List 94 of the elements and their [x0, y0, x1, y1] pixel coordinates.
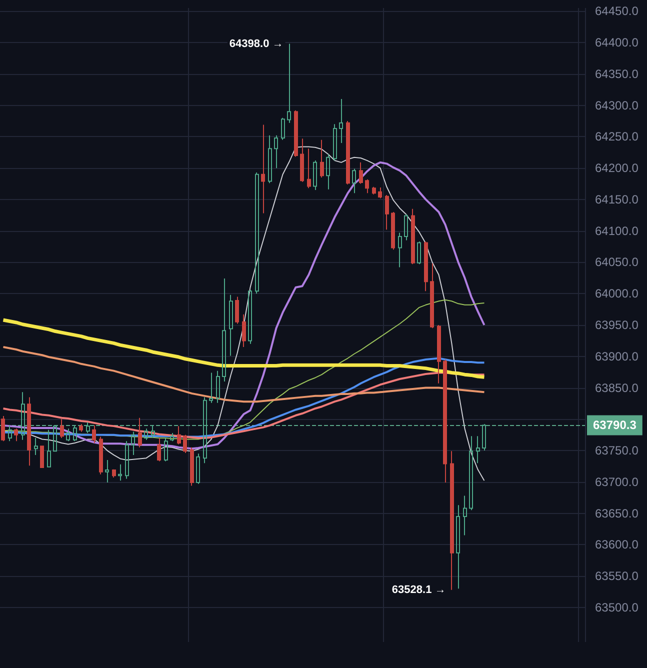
y-tick-label: 64150.0 [595, 192, 639, 206]
line-series [2, 346, 486, 403]
candlestick [378, 187, 382, 199]
candlestick [424, 241, 428, 292]
candlestick [339, 98, 343, 144]
y-tick-label: 64400.0 [595, 36, 639, 50]
candlestick [443, 359, 447, 484]
candlestick [398, 232, 402, 268]
candlestick [40, 446, 44, 468]
candlestick [8, 424, 12, 442]
candlestick [326, 154, 330, 190]
candlestick [112, 468, 116, 478]
y-tick-label: 63650.0 [595, 506, 639, 520]
candlestick [417, 241, 421, 265]
annotation: 64398.0 → [229, 38, 284, 50]
candlestick [365, 178, 369, 194]
y-tick-label: 63900.0 [595, 349, 639, 364]
line-series [2, 372, 486, 439]
y-tick-label: 64350.0 [595, 66, 639, 81]
candlestick [274, 134, 278, 169]
candlestick [1, 416, 5, 442]
y-tick-label: 63600.0 [595, 538, 639, 552]
candlestick [177, 426, 181, 445]
candlestick [196, 453, 200, 484]
ref-line-label: 63790.3 [593, 418, 637, 432]
candlestick [469, 436, 473, 511]
candlestick [333, 124, 337, 162]
candlestick [66, 428, 70, 442]
candlestick [229, 294, 233, 356]
candlestick [157, 437, 161, 462]
candlestick [372, 186, 376, 195]
candlestick [287, 43, 291, 124]
line-series [2, 357, 486, 438]
candlestick [359, 162, 363, 184]
y-tick-label: 63500.0 [595, 600, 639, 614]
y-tick-label: 64100.0 [595, 224, 639, 238]
candlestick [60, 418, 64, 438]
candlestick [27, 396, 31, 466]
candlestick [320, 139, 324, 178]
candlestick [261, 124, 265, 214]
candlestick [105, 459, 109, 484]
y-tick-label: 64250.0 [595, 130, 639, 144]
candlestick [144, 428, 148, 440]
candlestick [34, 437, 38, 456]
y-tick-label: 63950.0 [595, 318, 639, 332]
candlestick [248, 289, 252, 344]
y-tick-label: 64050.0 [595, 255, 639, 270]
candlestick [391, 212, 395, 250]
candlestick [242, 314, 246, 348]
candlestick [346, 120, 350, 185]
y-tick-label: 64200.0 [595, 161, 639, 176]
candlestick [430, 262, 434, 329]
candlestick [437, 324, 441, 384]
y-tick-label: 63550.0 [595, 569, 639, 584]
candlestick [476, 436, 480, 464]
candlestick [450, 450, 454, 590]
candlestick [385, 194, 389, 230]
y-tick-label: 64450.0 [595, 4, 639, 18]
candlestick [255, 172, 259, 294]
y-tick-label: 64000.0 [595, 286, 639, 301]
candlestick [463, 495, 467, 536]
candlestick [138, 417, 142, 448]
candlestick [14, 428, 18, 442]
candlestick [307, 148, 311, 189]
y-tick-label: 63750.0 [595, 444, 639, 458]
candlestick [281, 117, 285, 140]
candlestick [222, 278, 226, 382]
candlestick [404, 214, 408, 241]
candlestick [456, 504, 460, 590]
annotation: 63528.1 → [392, 584, 446, 596]
candlestick [300, 138, 304, 182]
candlestick [190, 446, 194, 486]
candlestick [92, 424, 96, 444]
candlestick [183, 434, 187, 454]
candlestick [79, 424, 83, 432]
candlestick [125, 440, 129, 480]
candlestick [99, 436, 103, 475]
candlestick [131, 431, 135, 456]
y-tick-label: 63700.0 [595, 474, 639, 489]
candlestick [268, 134, 272, 184]
candlestick [47, 429, 51, 468]
candlestick [352, 168, 356, 194]
candlestick [118, 464, 122, 482]
y-tick-label: 64300.0 [595, 98, 639, 112]
candlestick [411, 208, 415, 265]
candlestick [164, 437, 168, 462]
candlestick [313, 160, 317, 191]
candlestick [209, 372, 213, 404]
candlestick [294, 110, 298, 158]
y-tick-label: 63850.0 [595, 380, 639, 395]
candlestick [216, 370, 220, 404]
candlestick [170, 432, 174, 442]
candlestick [235, 296, 239, 324]
line-series [2, 318, 486, 379]
